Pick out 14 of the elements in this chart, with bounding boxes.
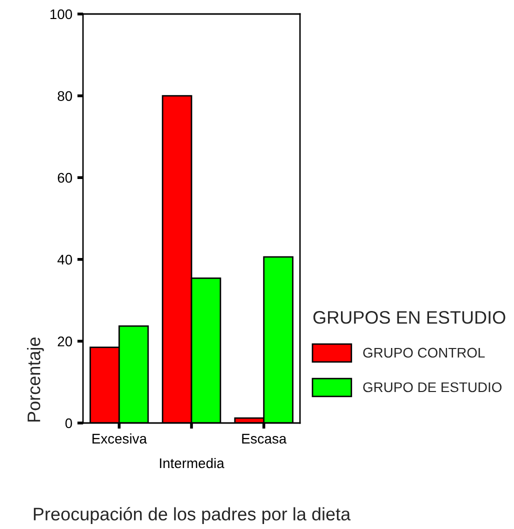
x-tick-label: Escasa bbox=[242, 434, 287, 444]
y-tick-label: 100 bbox=[50, 9, 72, 20]
y-tick-label: 80 bbox=[58, 91, 72, 101]
y-tick-label: 0 bbox=[65, 418, 72, 428]
y-tick-label: 60 bbox=[58, 172, 72, 183]
legend-label: GRUPO DE ESTUDIO bbox=[363, 382, 502, 392]
legend-title: GRUPOS EN ESTUDIO bbox=[313, 311, 506, 324]
y-tick-label: 20 bbox=[58, 336, 72, 346]
x-axis-title: Preocupación de los padres por la dieta bbox=[34, 507, 351, 524]
x-tick-label: Intermedia bbox=[160, 458, 224, 468]
x-tick-label: Excesiva bbox=[92, 433, 147, 444]
y-axis-title: Porcentaje bbox=[27, 337, 44, 422]
y-tick-label: 40 bbox=[57, 254, 72, 265]
legend-label: GRUPO CONTROL bbox=[363, 348, 485, 358]
